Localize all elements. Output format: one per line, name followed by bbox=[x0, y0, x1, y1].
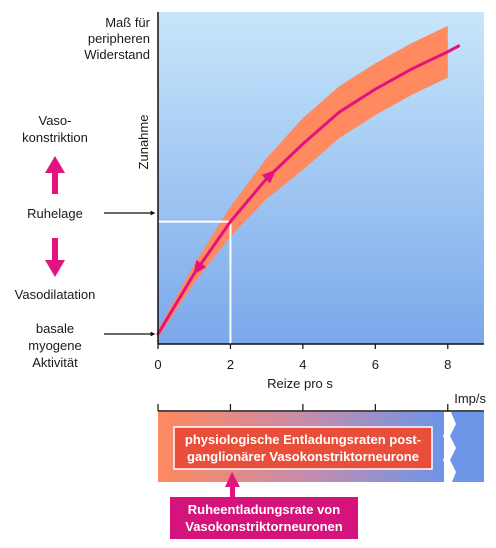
annotation-vasokonstriktion-2: konstriktion bbox=[22, 130, 88, 145]
bar-label-box bbox=[173, 426, 433, 470]
arrow-down bbox=[45, 238, 65, 277]
scale-bar-break bbox=[443, 412, 456, 482]
scale-bar-ticks bbox=[157, 404, 449, 411]
x-tick-label: 8 bbox=[444, 357, 451, 372]
x-ticks: 0 2 4 6 8 bbox=[154, 344, 451, 372]
arrow-up bbox=[45, 156, 65, 194]
x-tick-label: 4 bbox=[299, 357, 306, 372]
curve-arrows bbox=[193, 169, 277, 275]
curve-arrow-down bbox=[193, 259, 207, 275]
callout-box bbox=[170, 497, 358, 539]
y-axis-label-line-3: Widerstand bbox=[84, 47, 150, 62]
y-axis-label-line-1: Maß für bbox=[105, 15, 150, 30]
annotation-vasokonstriktion-1: Vaso- bbox=[39, 113, 72, 128]
y-axis-label-line-2: peripheren bbox=[88, 31, 150, 46]
x-tick-label: 2 bbox=[227, 357, 234, 372]
annotation-myogene: myogene bbox=[28, 338, 81, 353]
annotation-aktivitaet: Aktivität bbox=[32, 355, 78, 370]
annotation-ruhelage: Ruhelage bbox=[27, 206, 83, 221]
curve-arrow-up bbox=[261, 169, 277, 184]
x-unit-label: Imp/s bbox=[454, 391, 486, 406]
bar-label-line-1: physiologische Entladungsraten post- bbox=[185, 432, 421, 447]
callout-line-2: Vasokonstriktorneuronen bbox=[185, 519, 343, 534]
x-axis-label: Reize pro s bbox=[267, 376, 333, 391]
callout-line-1: Ruheentladungsrate von bbox=[188, 502, 340, 517]
range-band bbox=[158, 25, 448, 338]
bar-label-line-2: ganglionärer Vasokonstriktorneurone bbox=[187, 449, 419, 464]
annotation-basale: basale bbox=[36, 321, 74, 336]
x-tick-label: 0 bbox=[154, 357, 161, 372]
y-axis-label-secondary: Zunahme bbox=[136, 115, 151, 170]
annotation-vasodilatation: Vasodilatation bbox=[15, 287, 96, 302]
x-tick-label: 6 bbox=[372, 357, 379, 372]
callout-arrow bbox=[225, 472, 240, 498]
series-line bbox=[156, 44, 461, 336]
